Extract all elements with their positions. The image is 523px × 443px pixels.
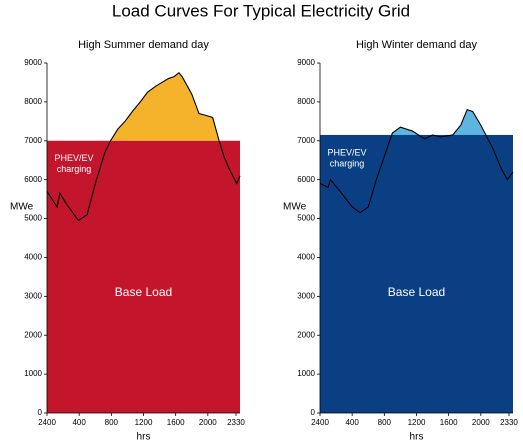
annotation: Base Load [115, 285, 172, 299]
x-tick-label: 2330 [500, 418, 518, 427]
y-tick-label: 4000 [24, 253, 42, 262]
y-tick-label: 1000 [297, 369, 315, 378]
x-tick-label: 2000 [199, 418, 217, 427]
charging-label: PHEV/EV [327, 147, 366, 157]
y-tick-label: 9000 [297, 58, 315, 67]
x-tick-label: 800 [378, 418, 392, 427]
panel-title: High Summer demand day [78, 39, 209, 51]
x-tick-label: 1600 [167, 418, 185, 427]
y-tick-label: 6000 [24, 175, 42, 184]
charging-label: PHEV/EV [54, 153, 93, 163]
peak-area [110, 72, 220, 141]
x-tick-label: 400 [345, 418, 359, 427]
y-tick-label: 9000 [24, 58, 42, 67]
x-tick-label: 800 [105, 418, 119, 427]
y-tick-label: 7000 [24, 136, 42, 145]
y-axis-label: MWe [10, 202, 34, 213]
y-tick-label: 0 [311, 408, 316, 417]
y-tick-label: 1000 [24, 369, 42, 378]
load-curve [319, 108, 514, 214]
y-tick-label: 6000 [297, 175, 315, 184]
x-tick-label: 2400 [38, 418, 56, 427]
annotation: Base Load [388, 285, 445, 299]
x-axis-label: hrs [410, 432, 424, 443]
charging-label: charging [57, 164, 92, 174]
y-axis-label: MWe [283, 202, 307, 213]
x-tick-label: 1200 [408, 418, 426, 427]
base-load [47, 140, 240, 413]
y-tick-label: 8000 [24, 97, 42, 106]
x-tick-label: 2330 [227, 418, 245, 427]
y-tick-label: 5000 [24, 214, 42, 223]
y-tick-label: 7000 [297, 136, 315, 145]
charging-label: charging [330, 158, 365, 168]
load-curve [46, 71, 241, 222]
main-title: Load Curves For Typical Electricity Grid [112, 1, 410, 20]
x-axis-label: hrs [137, 432, 151, 443]
y-tick-label: 3000 [297, 291, 315, 300]
panel-title: High Winter demand day [356, 39, 478, 51]
x-tick-label: 1600 [440, 418, 458, 427]
y-tick-label: 0 [38, 408, 43, 417]
x-tick-label: 400 [72, 418, 86, 427]
y-tick-label: 5000 [297, 214, 315, 223]
x-tick-label: 2000 [472, 418, 490, 427]
x-tick-label: 2400 [311, 418, 329, 427]
y-tick-label: 4000 [297, 253, 315, 262]
base-load [320, 134, 513, 413]
y-tick-label: 2000 [297, 330, 315, 339]
y-tick-label: 8000 [297, 97, 315, 106]
y-tick-label: 3000 [24, 291, 42, 300]
x-tick-label: 1200 [135, 418, 153, 427]
y-tick-label: 2000 [24, 330, 42, 339]
